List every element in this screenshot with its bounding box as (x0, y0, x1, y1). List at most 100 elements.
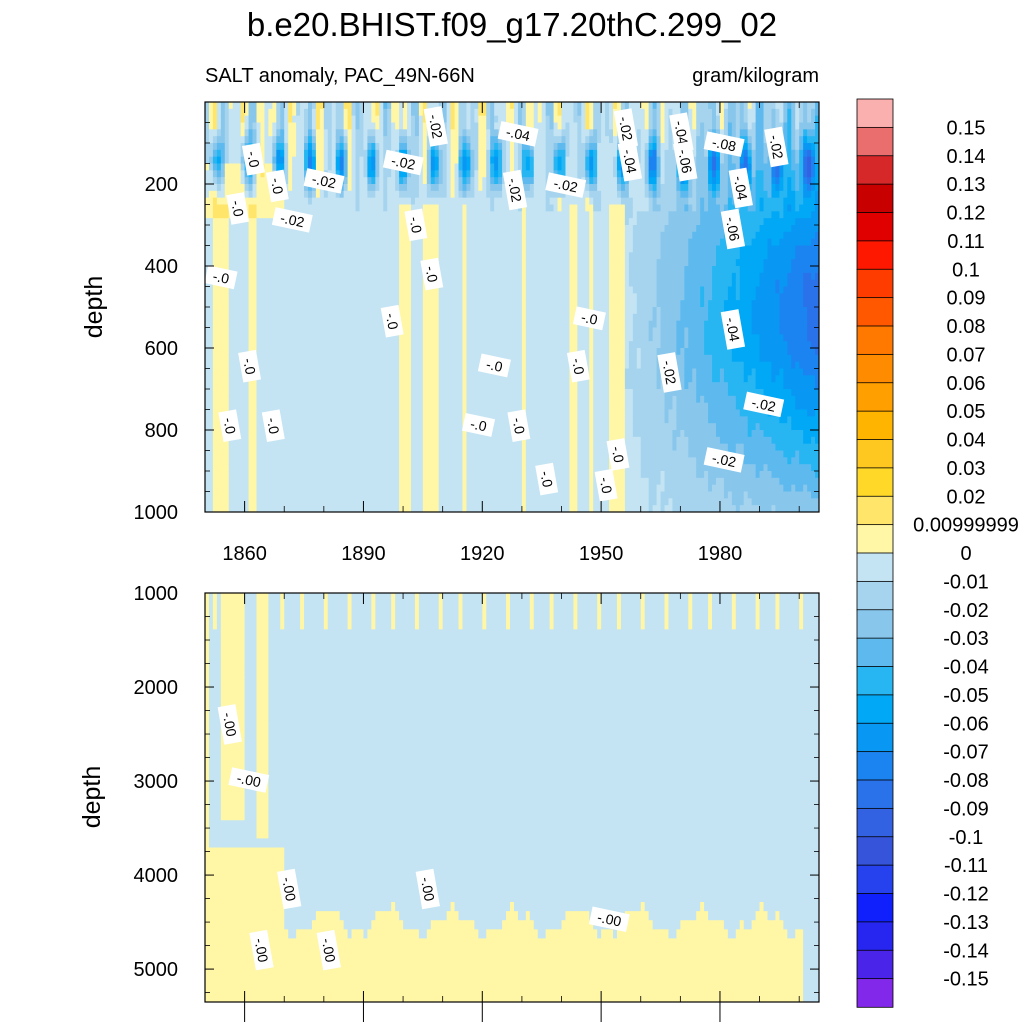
field-cell (351, 416, 357, 424)
field-cell (450, 484, 456, 493)
field-cell (387, 450, 392, 458)
field-cell (387, 115, 392, 124)
field-cell (506, 204, 511, 212)
field-cell (506, 395, 511, 404)
field-cell (343, 477, 349, 486)
field-cell (466, 102, 472, 110)
field-cell (224, 293, 230, 301)
field-cell (454, 430, 460, 438)
field-cell (284, 266, 289, 274)
field-cell (517, 143, 523, 151)
field-cell (410, 184, 416, 192)
field-cell (212, 252, 218, 260)
field-cell (296, 327, 301, 335)
field-cell (438, 320, 444, 329)
field-cell (506, 225, 511, 233)
field-cell (355, 341, 361, 349)
field-cell (367, 313, 372, 322)
field-cell (347, 471, 353, 479)
field-cell (529, 443, 535, 452)
field-cell (311, 457, 317, 465)
field-cell (208, 197, 214, 206)
field-cell (315, 149, 321, 158)
field-cell (307, 129, 313, 137)
field-cell (478, 218, 483, 226)
field-cell (395, 211, 400, 219)
field-cell (506, 259, 511, 267)
field-cell (430, 307, 436, 315)
field-cell (371, 443, 376, 452)
field-cell (510, 143, 515, 151)
field-cell (311, 484, 317, 493)
field-cell (331, 122, 337, 130)
field-cell (517, 266, 523, 274)
field-cell (391, 457, 396, 465)
field-cell (280, 313, 285, 322)
field-cell (351, 204, 357, 212)
field-cell (521, 491, 527, 499)
field-cell (232, 471, 238, 479)
field-cell (379, 129, 384, 137)
field-cell (268, 149, 273, 158)
field-cell (248, 484, 254, 493)
field-cell (521, 184, 527, 192)
field-cell (517, 211, 523, 219)
field-cell (438, 307, 444, 315)
field-cell (264, 204, 269, 212)
field-cell (367, 368, 372, 376)
field-cell (454, 129, 460, 137)
field-cell (442, 498, 448, 506)
field-cell (438, 245, 444, 253)
field-cell (319, 238, 325, 247)
field-cell (276, 348, 281, 356)
field-cell (383, 436, 388, 445)
field-cell (407, 327, 412, 335)
field-cell (482, 443, 487, 452)
field-cell (375, 354, 380, 363)
field-cell (422, 389, 428, 397)
field-cell (426, 245, 432, 253)
field-cell (426, 163, 432, 171)
field-cell (331, 443, 337, 452)
field-cell (513, 464, 519, 472)
field-cell (260, 238, 266, 247)
field-cell (525, 163, 531, 171)
field-cell (383, 293, 388, 301)
field-cell (343, 505, 349, 512)
field-cell (383, 354, 388, 363)
field-cell (414, 238, 420, 247)
field-cell (208, 190, 214, 199)
field-cell (367, 307, 372, 315)
field-cell (494, 170, 499, 178)
field-cell (462, 464, 468, 472)
field-cell (252, 279, 258, 288)
field-cell (506, 143, 511, 151)
field-cell (335, 156, 341, 165)
field-cell (292, 327, 297, 335)
field-cell (462, 443, 468, 452)
field-cell (506, 156, 511, 165)
field-cell (216, 218, 222, 226)
field-cell (383, 457, 388, 465)
field-cell (327, 464, 333, 472)
field-cell (208, 498, 214, 506)
field-cell (256, 184, 262, 192)
field-cell (407, 320, 412, 329)
field-cell (248, 505, 254, 512)
field-cell (375, 259, 380, 267)
field-cell (462, 149, 468, 158)
field-cell (248, 498, 254, 506)
field-cell (280, 464, 285, 472)
field-cell (502, 348, 507, 356)
field-cell (205, 225, 210, 233)
field-cell (327, 484, 333, 493)
field-cell (466, 231, 472, 240)
field-cell (307, 389, 313, 397)
field-cell (482, 505, 487, 512)
field-cell (351, 197, 357, 206)
field-cell (525, 320, 531, 329)
field-cell (228, 484, 234, 493)
field-cell (205, 436, 210, 445)
field-cell (517, 108, 523, 117)
field-cell (307, 450, 313, 458)
